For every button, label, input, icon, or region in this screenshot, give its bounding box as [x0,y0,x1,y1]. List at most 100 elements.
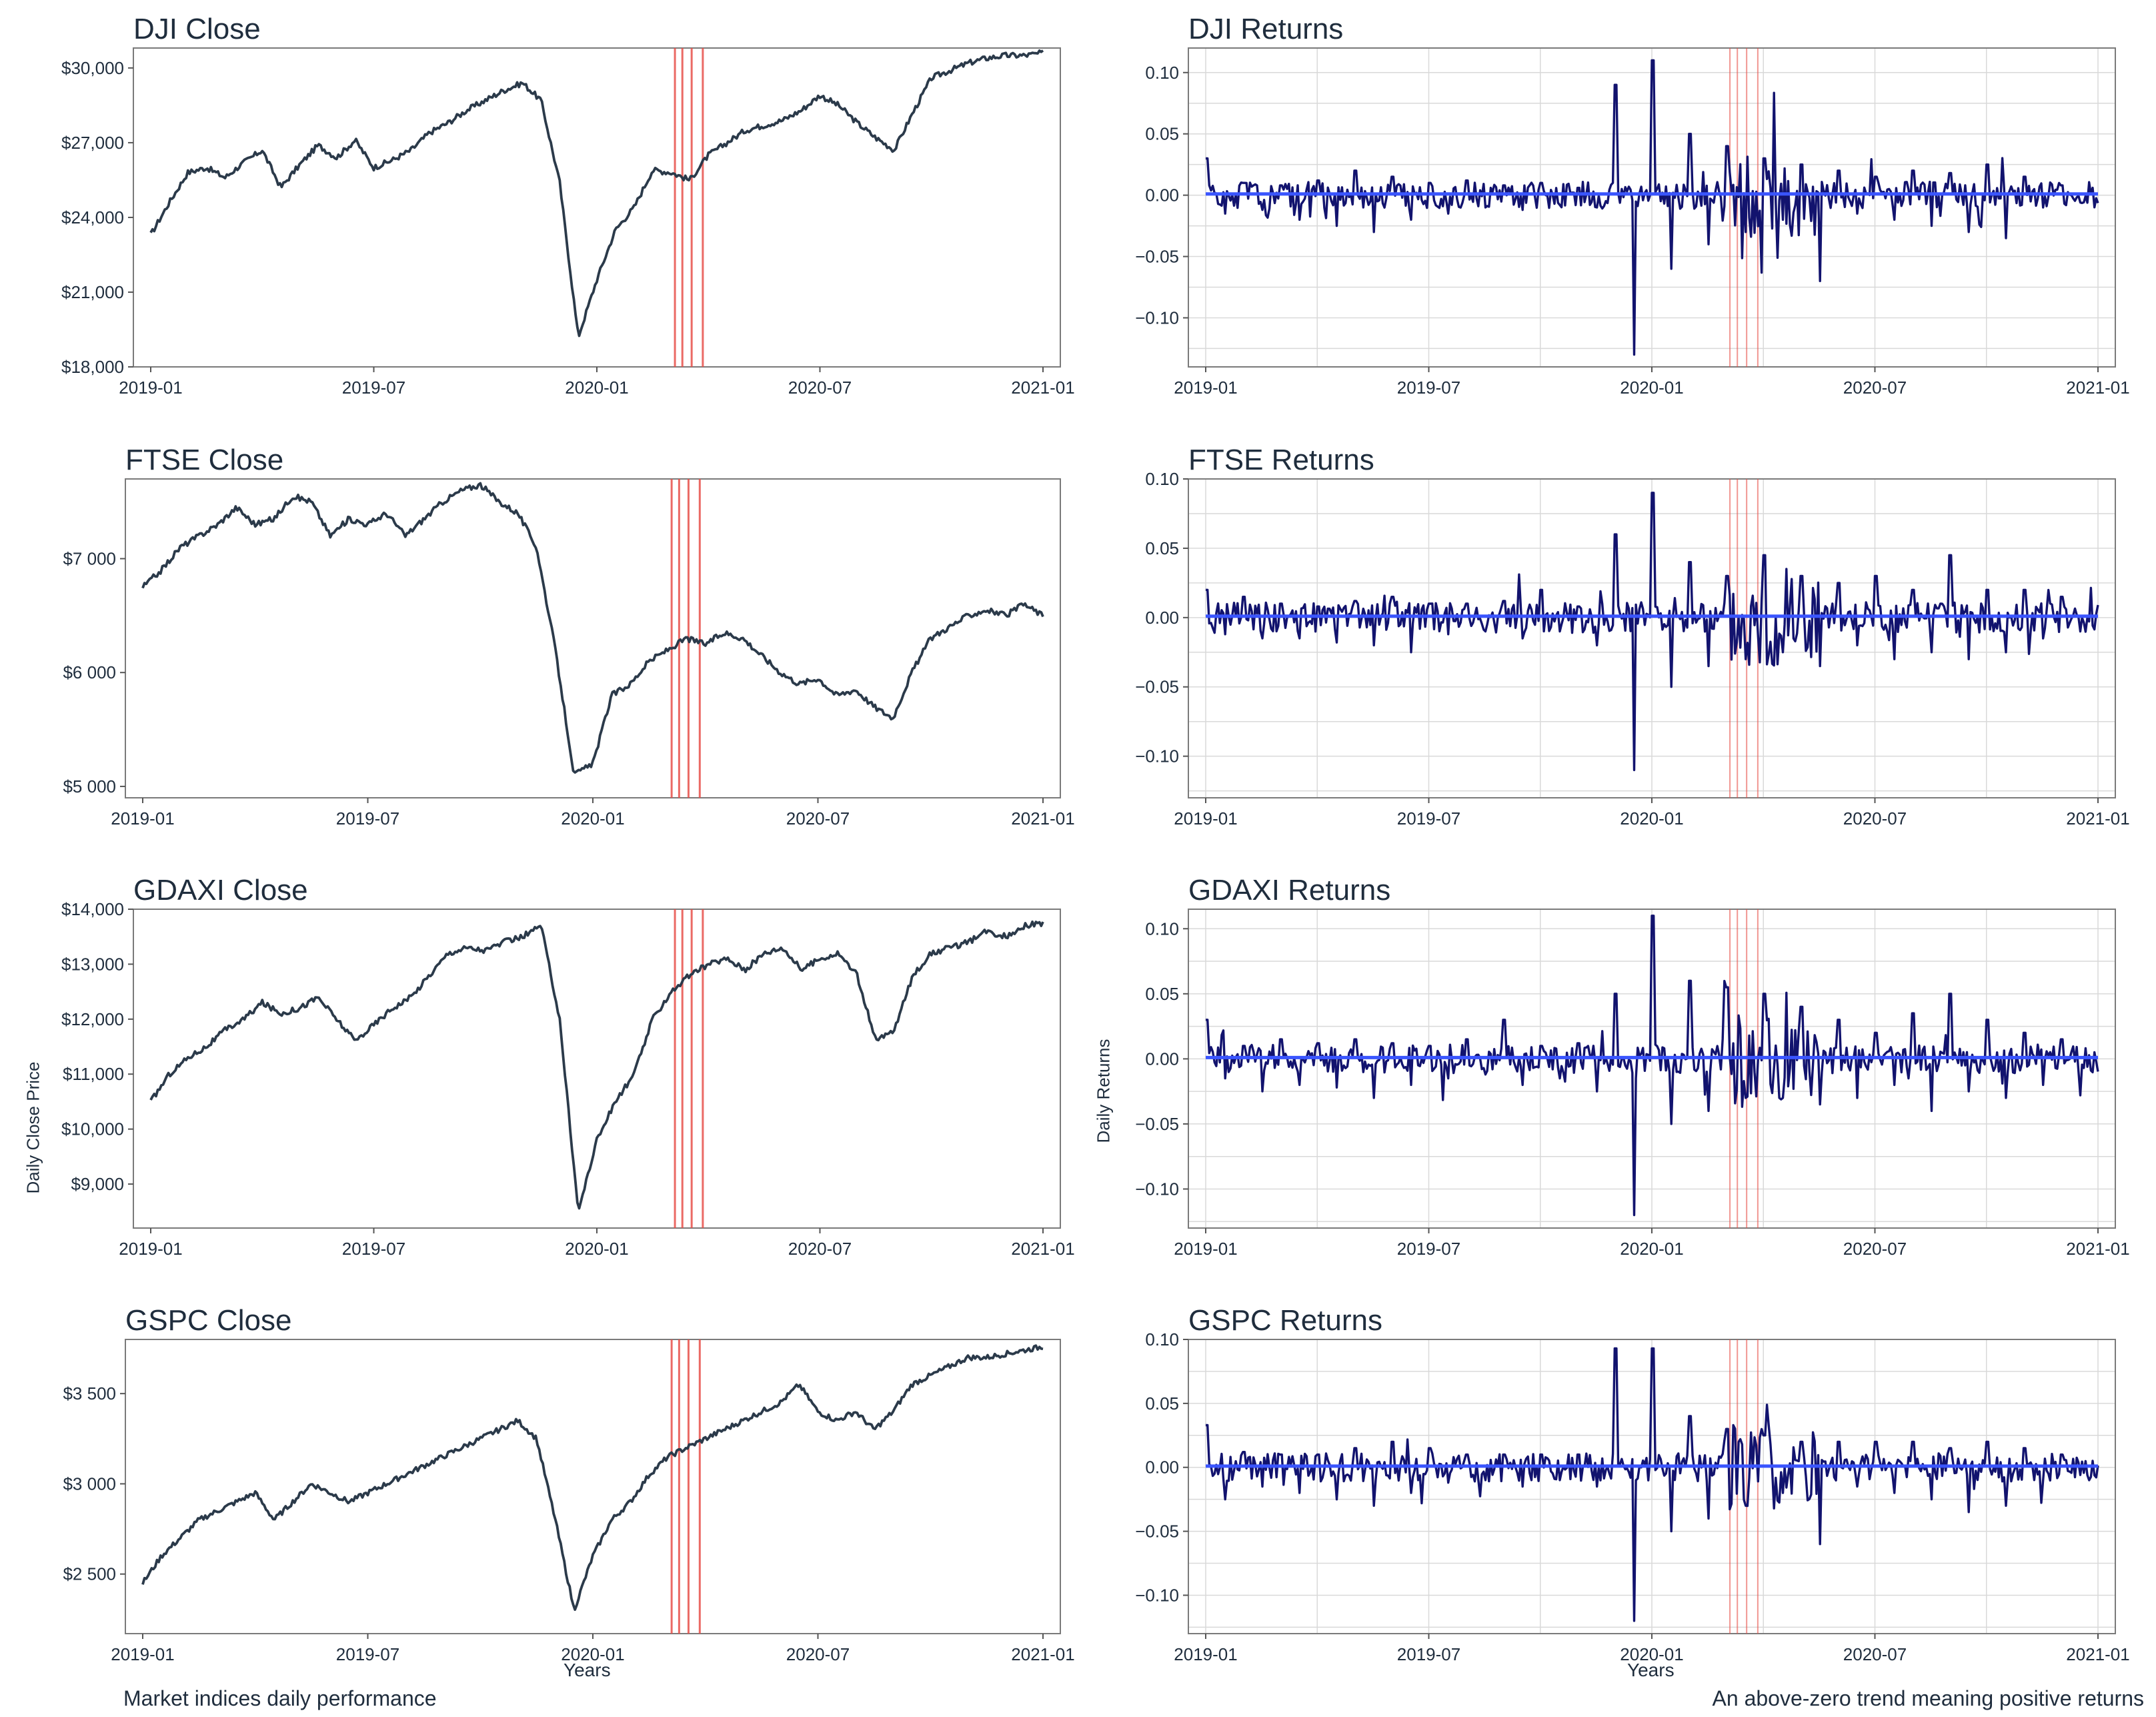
ftse-close-series-line [141,482,1044,774]
y-tick-label: $9,000 [71,1174,124,1194]
y-tick-label: $24,000 [61,207,124,227]
ftse-returns-series-line [1206,492,2099,772]
gdaxi-returns-title: GDAXI Returns [1188,874,1390,907]
y-tick-label: $21,000 [61,282,124,302]
x-tick-label: 2020-07 [788,378,852,398]
caption-left: Market indices daily performance [123,1686,437,1710]
gdaxi-returns-series-line [1206,915,2099,1217]
x-tick-label: 2021-01 [2066,1239,2129,1259]
x-tick-label: 2020-07 [788,1239,852,1259]
y-tick-label: $5 000 [63,776,116,796]
y-tick-label: $27,000 [61,133,124,153]
x-tick-label: 2021-01 [2066,808,2129,828]
gdaxi-close-series-line [149,921,1044,1210]
x-axis-label-left: Years [564,1660,611,1680]
y-tick-label: $2 500 [63,1564,116,1584]
x-tick-label: 2020-07 [786,1644,850,1664]
y-tick-label: $10,000 [61,1119,124,1139]
x-tick-label: 2021-01 [1011,1644,1074,1664]
dji-returns-title: DJI Returns [1188,13,1343,45]
x-tick-label: 2019-07 [1397,1644,1460,1664]
x-tick-label: 2019-01 [1174,378,1237,398]
ftse-returns-chart: FTSE Returns −0.10 −0.05 0.00 0.05 0.10 2019-0… [1135,444,2130,828]
y-tick-label: −0.10 [1135,1179,1179,1199]
close-y-axis-label: Daily Close Price [23,1061,43,1194]
y-tick-label: $30,000 [61,58,124,78]
x-tick-label: 2020-01 [1620,1644,1683,1664]
x-tick-label: 2020-01 [1620,1239,1683,1259]
x-tick-label: 2021-01 [1011,808,1074,828]
x-tick-label: 2020-07 [1843,378,1907,398]
y-tick-label: $18,000 [61,357,124,377]
x-tick-label: 2019-01 [111,808,174,828]
y-tick-label: 0.00 [1145,185,1179,205]
ftse-close-chart: FTSE Close $5 000 $6 000 $7 000 2019-01 2019-… [63,444,1074,828]
ftse-close-plot-frame [125,478,1061,798]
y-tick-label: 0.05 [1145,538,1179,558]
y-tick-label: $11,000 [63,1064,124,1084]
x-tick-label: 2020-01 [561,808,624,828]
y-tick-label: −0.05 [1135,247,1179,267]
y-tick-label: 0.05 [1145,124,1179,144]
gdaxi-close-title: GDAXI Close [133,874,308,907]
x-tick-label: 2020-07 [1843,1239,1907,1259]
y-tick-label: $3 000 [63,1474,116,1494]
y-tick-label: −0.10 [1135,1585,1179,1605]
ftse-close-title: FTSE Close [125,444,283,476]
gspc-close-series-line [141,1344,1044,1611]
x-tick-label: 2019-07 [1397,378,1460,398]
x-tick-label: 2021-01 [2066,378,2129,398]
x-tick-label: 2019-07 [342,378,405,398]
x-axis-label-right: Years [1627,1660,1675,1680]
y-tick-label: $7 000 [63,549,116,569]
y-tick-label: 0.00 [1145,1458,1179,1478]
dji-returns-chart: DJI Returns −0.10 −0.05 0.00 0.05 0.10 2019-01… [1135,13,2130,398]
gspc-returns-title: GSPC Returns [1188,1304,1382,1337]
gspc-close-plot-frame [125,1339,1061,1634]
y-tick-label: 0.10 [1145,63,1179,83]
x-tick-label: 2019-07 [336,1644,399,1664]
x-tick-label: 2019-01 [1174,1644,1237,1664]
x-tick-label: 2019-07 [336,808,399,828]
returns-y-axis-label: Daily Returns [1093,1039,1114,1143]
y-tick-label: −0.10 [1135,308,1179,328]
dji-close-title: DJI Close [133,13,261,45]
x-tick-label: 2020-01 [565,378,628,398]
y-tick-label: −0.05 [1135,1114,1179,1134]
y-tick-label: 0.00 [1145,608,1179,628]
x-tick-label: 2019-01 [119,1239,182,1259]
gspc-returns-chart: GSPC Returns −0.10 −0.05 0.00 0.05 0.10 2019-0… [1135,1304,2130,1664]
x-tick-label: 2020-01 [565,1239,628,1259]
y-tick-label: $14,000 [61,899,124,919]
x-tick-label: 2019-01 [1174,1239,1237,1259]
y-tick-label: $3 500 [63,1383,116,1403]
caption-right: An above-zero trend meaning positive ret… [1712,1686,2144,1710]
x-tick-label: 2020-07 [1843,808,1907,828]
x-tick-label: 2020-01 [561,1644,624,1664]
y-tick-label: 0.10 [1145,469,1179,489]
y-tick-label: $13,000 [61,954,124,974]
y-tick-label: 0.05 [1145,1393,1179,1413]
x-tick-label: 2019-01 [111,1644,174,1664]
y-tick-label: 0.05 [1145,984,1179,1004]
x-tick-label: 2019-01 [119,378,182,398]
x-tick-label: 2020-01 [1620,378,1683,398]
x-tick-label: 2019-07 [1397,808,1460,828]
x-tick-label: 2021-01 [1011,1239,1074,1259]
dji-close-chart: DJI Close $18,000 $21,000 $24,000 $27,000 $30… [61,13,1075,398]
gspc-close-title: GSPC Close [125,1304,291,1337]
x-tick-label: 2019-07 [1397,1239,1460,1259]
x-tick-label: 2021-01 [1011,378,1074,398]
gspc-close-chart: GSPC Close $2 500 $3 000 $3 500 2019-01 2019-… [63,1304,1074,1664]
dji-close-series-line [149,49,1044,338]
x-tick-label: 2021-01 [2066,1644,2129,1664]
y-tick-label: $12,000 [61,1009,124,1029]
y-tick-label: 0.10 [1145,1329,1179,1349]
gdaxi-close-plot-frame [133,909,1061,1229]
x-tick-label: 2020-07 [1843,1644,1907,1664]
y-tick-label: −0.10 [1135,746,1179,766]
y-tick-label: 0.00 [1145,1049,1179,1069]
y-tick-label: $6 000 [63,662,116,682]
x-tick-label: 2019-07 [342,1239,405,1259]
